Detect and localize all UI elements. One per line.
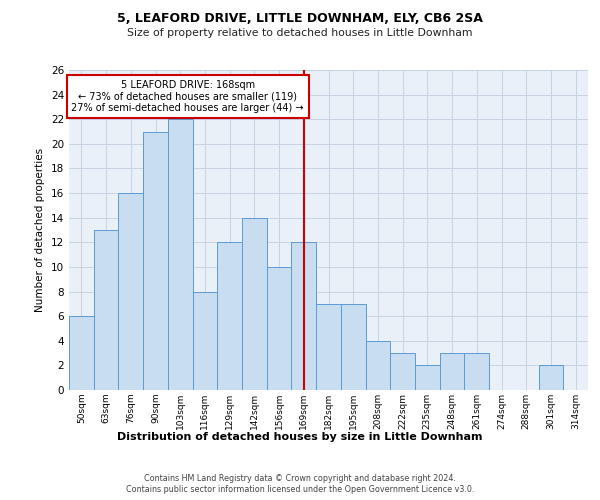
Bar xyxy=(365,341,390,390)
Bar xyxy=(94,230,118,390)
Text: Distribution of detached houses by size in Little Downham: Distribution of detached houses by size … xyxy=(117,432,483,442)
Y-axis label: Number of detached properties: Number of detached properties xyxy=(35,148,46,312)
Bar xyxy=(242,218,267,390)
Bar xyxy=(341,304,365,390)
Text: Contains HM Land Registry data © Crown copyright and database right 2024.
Contai: Contains HM Land Registry data © Crown c… xyxy=(126,474,474,494)
Bar xyxy=(267,267,292,390)
Bar xyxy=(440,353,464,390)
Bar xyxy=(69,316,94,390)
Bar xyxy=(193,292,217,390)
Bar xyxy=(390,353,415,390)
Bar xyxy=(292,242,316,390)
Bar xyxy=(415,366,440,390)
Text: 5, LEAFORD DRIVE, LITTLE DOWNHAM, ELY, CB6 2SA: 5, LEAFORD DRIVE, LITTLE DOWNHAM, ELY, C… xyxy=(117,12,483,26)
Text: Size of property relative to detached houses in Little Downham: Size of property relative to detached ho… xyxy=(127,28,473,38)
Bar xyxy=(168,119,193,390)
Bar xyxy=(464,353,489,390)
Bar xyxy=(118,193,143,390)
Bar xyxy=(217,242,242,390)
Text: 5 LEAFORD DRIVE: 168sqm
← 73% of detached houses are smaller (119)
27% of semi-d: 5 LEAFORD DRIVE: 168sqm ← 73% of detache… xyxy=(71,80,304,113)
Bar xyxy=(143,132,168,390)
Bar xyxy=(316,304,341,390)
Bar xyxy=(539,366,563,390)
